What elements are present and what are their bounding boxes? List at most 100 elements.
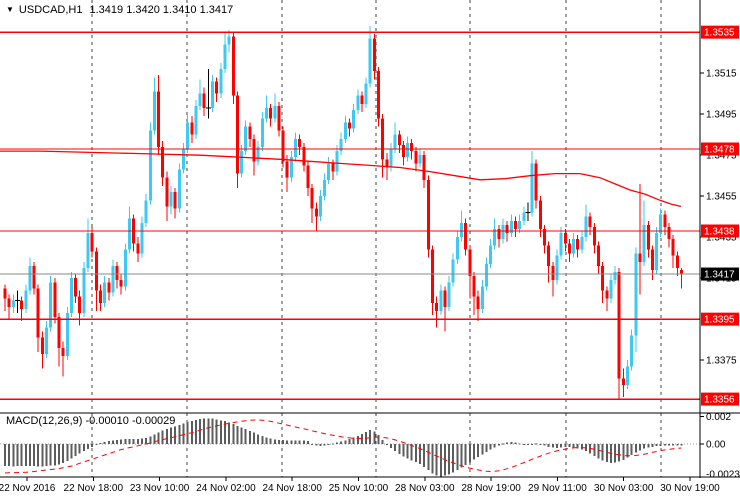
macd-bar xyxy=(74,444,77,457)
macd-bar xyxy=(560,444,563,448)
candle-body xyxy=(248,126,252,139)
macd-bar xyxy=(535,443,538,445)
candle-body xyxy=(451,259,455,283)
candle-body xyxy=(136,243,140,254)
macd-bar xyxy=(24,444,27,467)
current-price-badge-text: 1.3417 xyxy=(704,270,735,281)
macd-bar xyxy=(145,437,148,444)
level-lines xyxy=(0,31,700,400)
candle-body xyxy=(331,163,335,172)
candle-body xyxy=(103,282,107,303)
macd-bar xyxy=(149,436,152,444)
macd-bar xyxy=(402,444,405,457)
macd-bar xyxy=(290,440,293,444)
macd-bar xyxy=(33,444,36,466)
candle-body xyxy=(244,126,248,152)
macd-bar xyxy=(514,442,517,444)
candle-body xyxy=(567,243,571,254)
candle-body xyxy=(231,36,235,96)
macd-bar xyxy=(66,444,69,461)
macd-bar xyxy=(468,444,471,463)
macd-bar xyxy=(315,444,318,446)
macd-bar xyxy=(49,444,52,466)
candle-body xyxy=(389,149,393,168)
candle-body xyxy=(397,134,401,145)
candle-body xyxy=(165,177,169,207)
candle-body xyxy=(61,347,65,357)
candle-body xyxy=(119,280,123,287)
candle-body xyxy=(157,91,161,147)
macd-bar xyxy=(12,444,15,467)
macd-bar xyxy=(107,441,110,444)
macd-bar xyxy=(493,444,496,448)
macd-bar xyxy=(282,440,285,444)
candles[interactable] xyxy=(3,26,683,400)
candle-body xyxy=(40,337,44,354)
candle-body xyxy=(663,214,667,227)
macd-bar xyxy=(522,444,525,445)
macd-bar xyxy=(643,444,646,449)
macd-bar xyxy=(630,444,633,456)
candle-body xyxy=(252,138,256,162)
macd-bar xyxy=(132,438,135,444)
candle-body xyxy=(3,288,7,299)
candle-body xyxy=(551,265,555,281)
candle-body xyxy=(435,302,439,311)
candle-body xyxy=(538,200,542,229)
candle-body xyxy=(194,105,198,135)
axes xyxy=(0,0,740,478)
candle-body xyxy=(152,91,156,131)
macd-bar xyxy=(551,444,554,448)
macd-bar xyxy=(601,444,604,461)
candle-body xyxy=(28,265,32,291)
macd-bar xyxy=(452,444,455,473)
ma-line xyxy=(0,150,682,208)
candle-body xyxy=(223,44,227,70)
candle-body xyxy=(588,216,592,227)
macd-bar xyxy=(253,432,255,444)
macd-bar xyxy=(136,438,139,444)
macd-bar xyxy=(576,444,579,449)
macd-bar xyxy=(360,434,363,444)
macd-bar xyxy=(626,444,629,458)
candle-body xyxy=(410,142,414,152)
candle-body xyxy=(476,296,480,309)
macd-bar xyxy=(419,444,421,465)
time-tick-label: 23 Nov 10:00 xyxy=(130,483,190,494)
macd-bar xyxy=(57,444,60,465)
macd-tick-label: 0.002 xyxy=(706,412,731,423)
candle-body xyxy=(621,378,625,385)
candle-body xyxy=(522,212,526,221)
macd-bar xyxy=(174,426,177,444)
candle-body xyxy=(161,146,165,178)
macd-bar xyxy=(248,430,251,444)
candle-body xyxy=(273,105,277,119)
candle-body xyxy=(679,269,683,275)
macd-bar xyxy=(547,444,550,447)
macd-bar xyxy=(286,440,289,444)
candle-body xyxy=(198,93,202,106)
candle-body xyxy=(655,233,659,270)
candle-body xyxy=(472,276,476,297)
candle-body xyxy=(650,249,654,270)
price-level-badge xyxy=(701,224,739,238)
candle-body xyxy=(74,278,78,297)
time-tick-label: 29 Nov 11:00 xyxy=(528,483,587,494)
candle-body xyxy=(360,95,364,104)
macd-bar xyxy=(120,439,123,444)
time-tick-label: 22 Nov 2016 xyxy=(0,483,56,494)
candle-body xyxy=(186,122,190,149)
macd-bar xyxy=(489,444,492,450)
candle-body xyxy=(294,138,297,158)
macd-bar xyxy=(614,444,617,463)
macd-bar xyxy=(518,443,521,445)
macd-bar xyxy=(82,444,85,452)
current-price-badge xyxy=(701,267,739,281)
symbol-marker-icon: ▼ xyxy=(6,5,14,14)
macd-bar xyxy=(211,418,214,444)
time-tick-label: 28 Nov 03:00 xyxy=(395,483,455,494)
macd-bar xyxy=(655,444,658,447)
macd-bar xyxy=(20,444,23,466)
grid-lines xyxy=(91,0,662,477)
